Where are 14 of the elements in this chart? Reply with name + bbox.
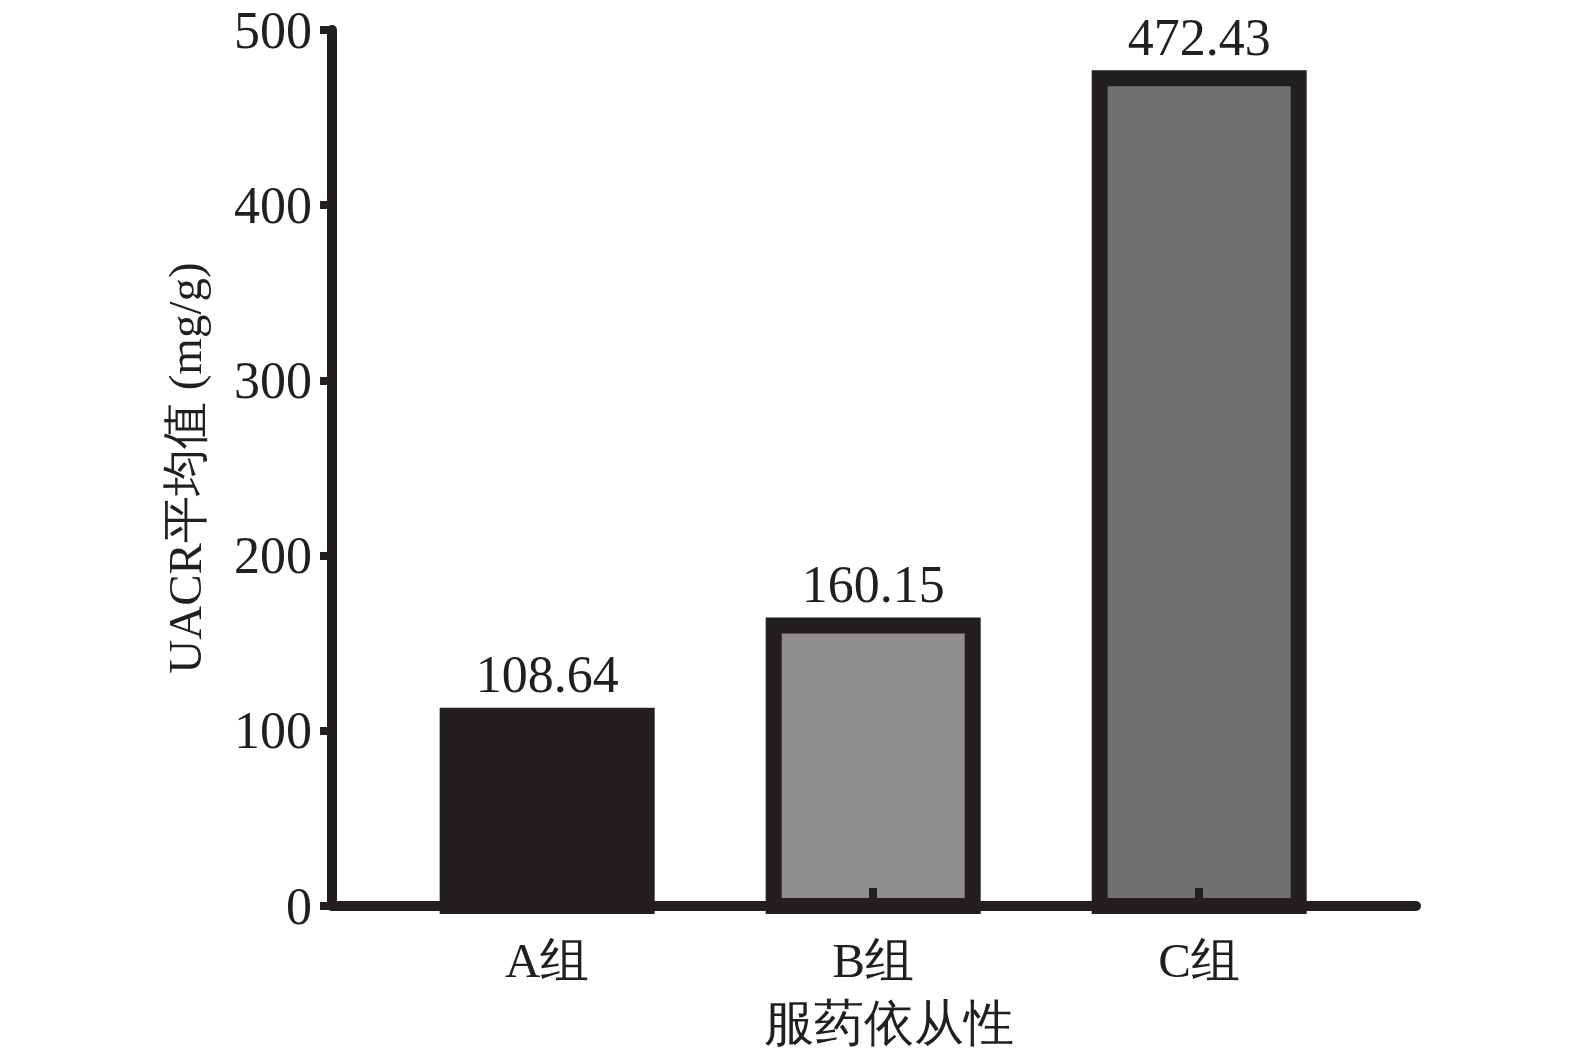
y-axis-title: UACR平均值 (mg/g): [158, 262, 211, 674]
y-tick-label: 200: [234, 527, 312, 585]
x-tick-label: B组: [832, 933, 915, 988]
x-tick-label: C组: [1158, 933, 1241, 988]
y-tick-label: 0: [286, 877, 312, 935]
y-tick-label: 400: [234, 176, 312, 234]
x-tick-label: A组: [504, 933, 590, 988]
data-label: 108.64: [475, 646, 619, 704]
y-tick-label: 500: [234, 1, 312, 59]
x-axis-title: 服药依从性: [764, 995, 1014, 1051]
y-tick-label: 100: [234, 702, 312, 760]
data-label: 472.43: [1127, 8, 1271, 66]
y-tick-label: 300: [234, 351, 312, 409]
data-label: 160.15: [801, 555, 945, 613]
